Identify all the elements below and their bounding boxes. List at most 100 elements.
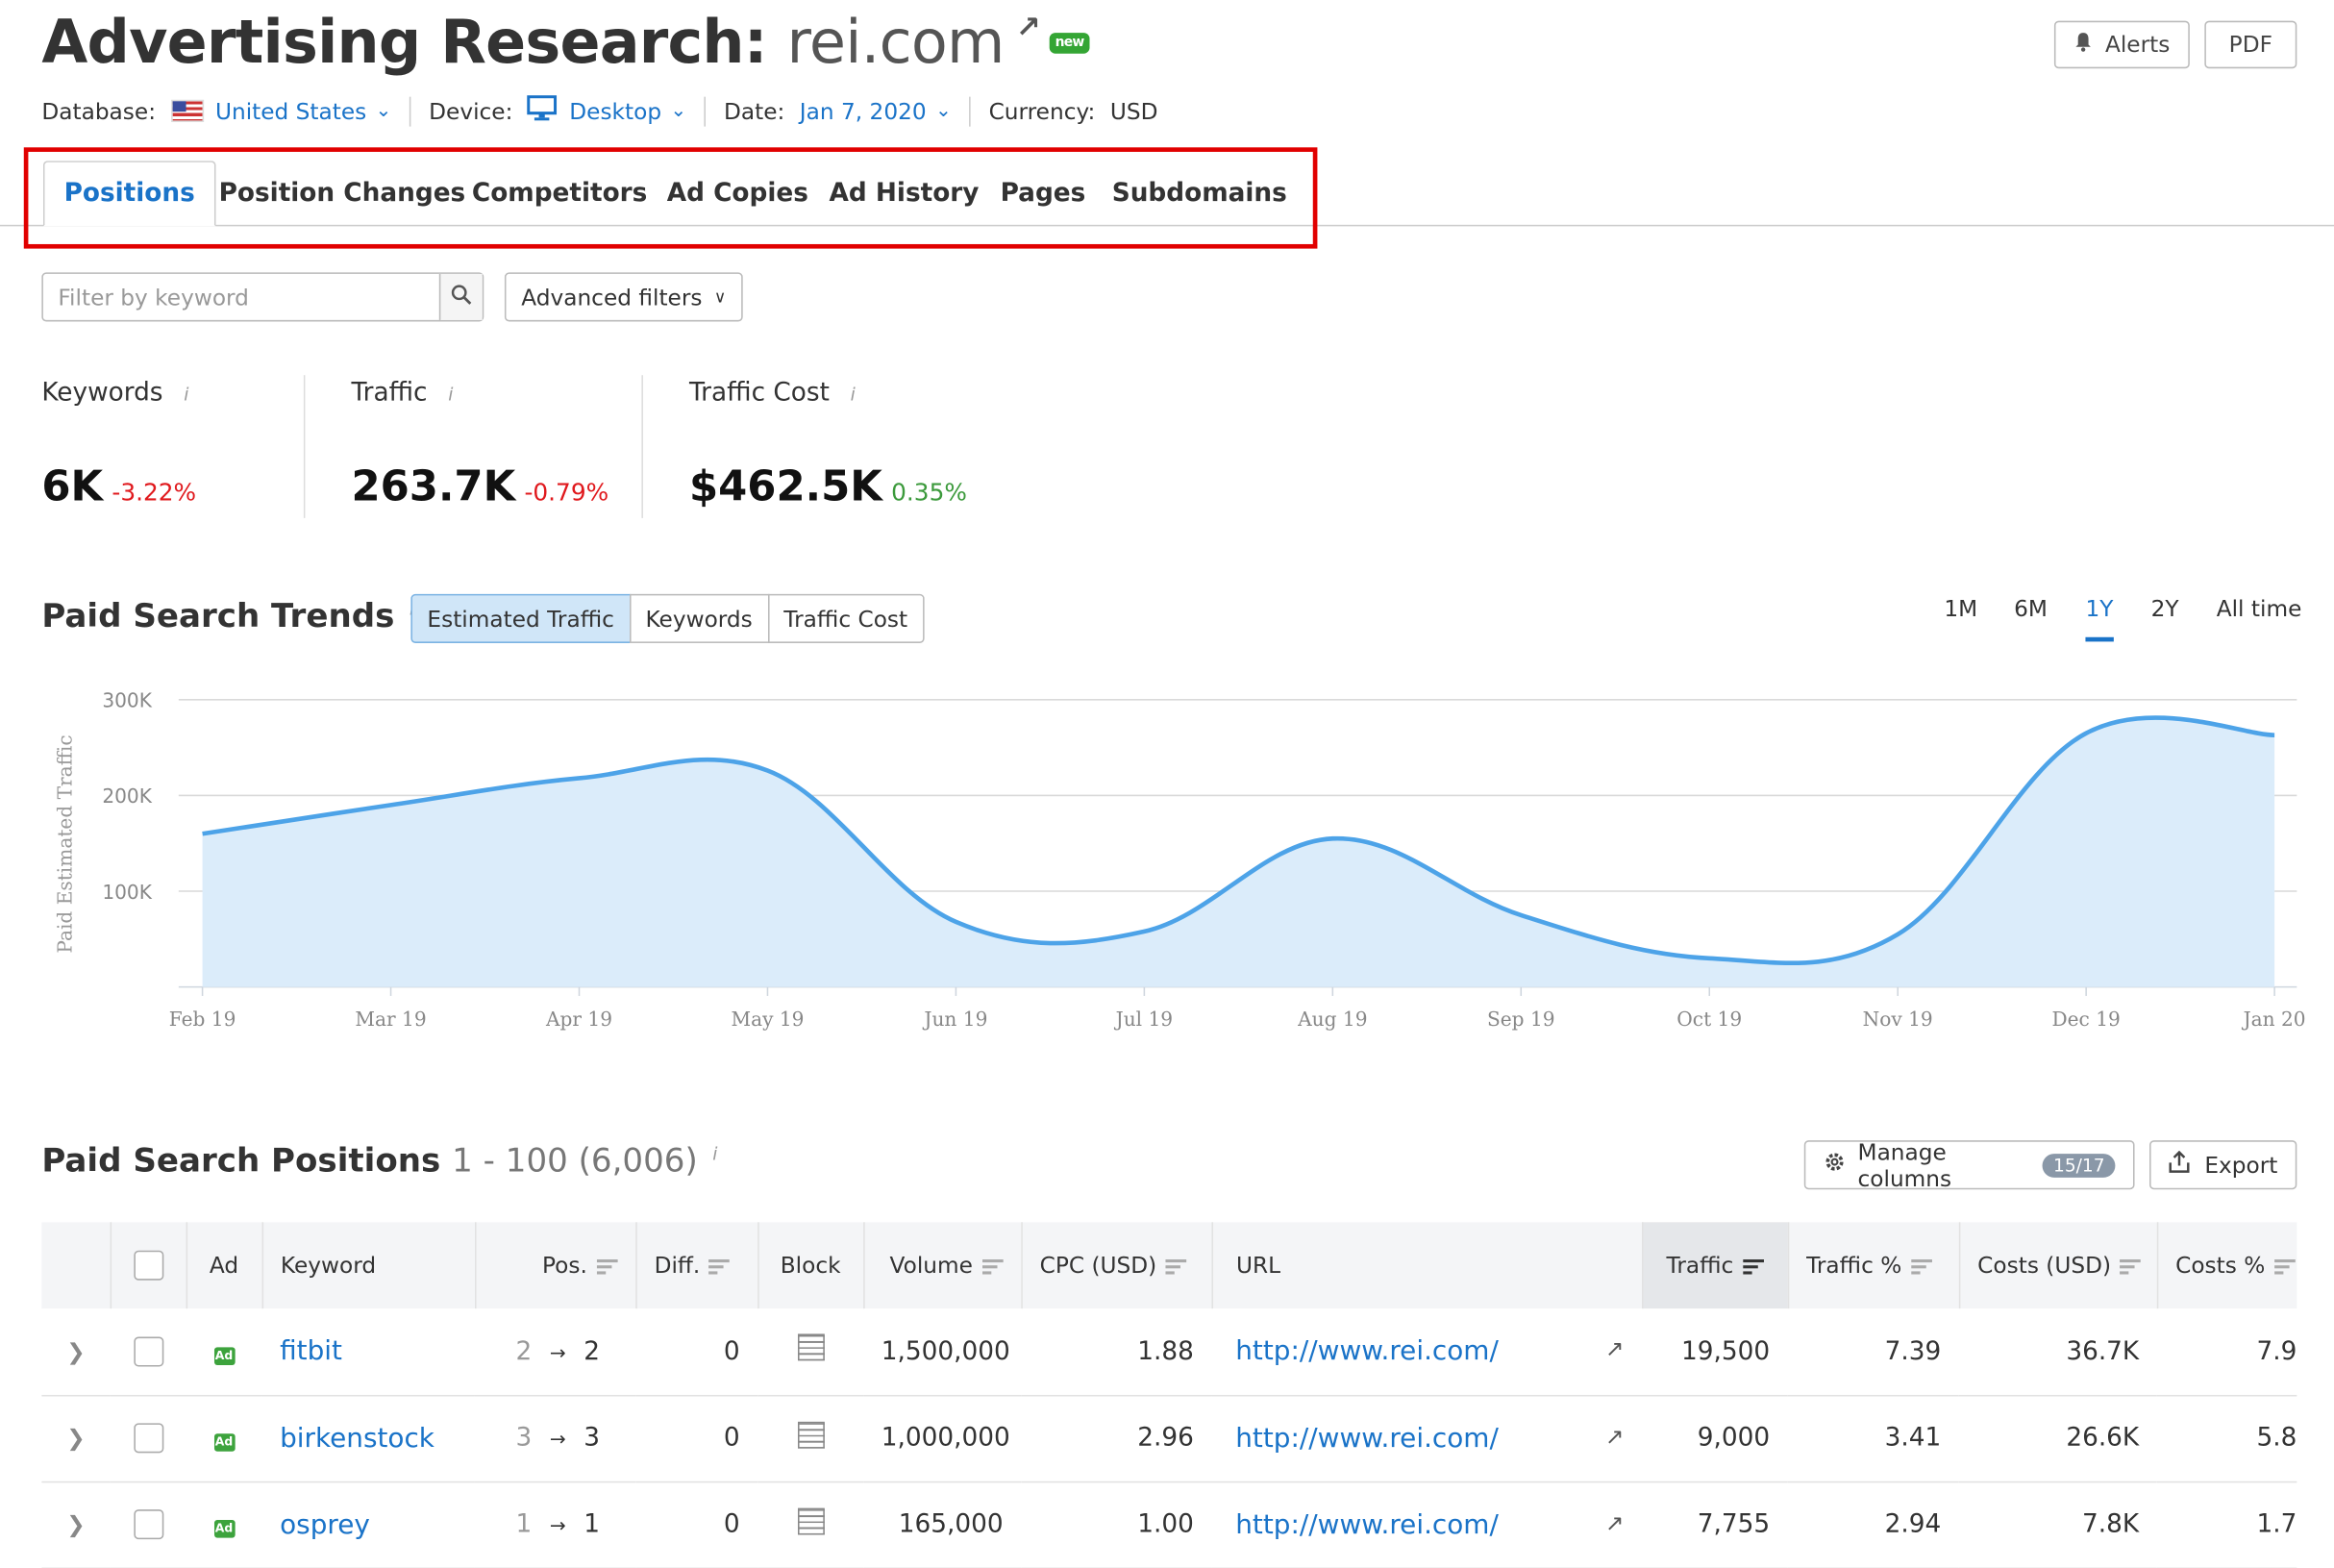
- external-link-icon[interactable]: ↗: [1605, 1423, 1624, 1450]
- keyword-filter-input[interactable]: [43, 274, 439, 320]
- table-row: ❯ Ad birkenstock 3→3 0 1,000,000 2.96 ht…: [41, 1395, 2297, 1481]
- col-volume[interactable]: Volume: [863, 1222, 1021, 1308]
- kpi-keywords-label: Keywords i: [41, 378, 188, 408]
- col-cpc-label: CPC (USD): [1040, 1252, 1157, 1279]
- info-icon[interactable]: i: [851, 385, 856, 406]
- positions-title: Paid Search Positions 1 - 100 (6,006)i: [41, 1143, 717, 1181]
- trends-title: Paid Search Trendsi: [41, 598, 414, 635]
- row-checkbox[interactable]: [134, 1423, 163, 1453]
- volume-cell: 1,000,000: [863, 1395, 1021, 1481]
- info-icon[interactable]: i: [712, 1143, 717, 1164]
- chevron-down-icon: ⌄: [670, 100, 686, 122]
- pdf-button[interactable]: PDF: [2204, 21, 2297, 69]
- expand-row-icon[interactable]: ❯: [41, 1395, 110, 1481]
- table-header-row: Ad Keyword Pos. Diff. Block Volume CPC (…: [41, 1222, 2297, 1308]
- period-6m[interactable]: 6M: [2014, 595, 2048, 622]
- meta-bar: Database: United States ⌄ Device: Deskto…: [41, 95, 1157, 127]
- table-row: ❯ Ad osprey 1→1 0 165,000 1.00 http://ww…: [41, 1481, 2297, 1568]
- select-all-checkbox[interactable]: [134, 1251, 163, 1281]
- block-icon: [797, 1421, 824, 1448]
- segment-keywords[interactable]: Keywords: [629, 594, 768, 643]
- search-button[interactable]: [439, 274, 483, 320]
- sort-desc-icon: [1743, 1256, 1764, 1277]
- manage-columns-button[interactable]: Manage columns 15/17: [1804, 1140, 2135, 1189]
- info-icon[interactable]: i: [184, 385, 188, 406]
- costs-cell: 7.8K: [1959, 1481, 2157, 1568]
- export-button[interactable]: Export: [2149, 1140, 2297, 1189]
- advanced-filters-button[interactable]: Advanced filters ∨: [505, 272, 743, 321]
- database-selector[interactable]: United States ⌄: [215, 97, 391, 124]
- col-pos[interactable]: Pos.: [475, 1222, 635, 1308]
- traffic-pct-cell: 7.39: [1788, 1308, 1959, 1395]
- col-traffic-pct-label: Traffic %: [1806, 1252, 1901, 1279]
- kpi-label-text: Keywords: [41, 378, 162, 408]
- col-url: URL: [1211, 1222, 1642, 1308]
- series-area: [203, 718, 2275, 987]
- url-link[interactable]: http://www.rei.com/: [1235, 1508, 1499, 1540]
- kpi-delta: 0.35%: [891, 478, 967, 506]
- divider: [705, 96, 707, 126]
- current-position: 1: [584, 1509, 600, 1539]
- divider: [969, 96, 971, 126]
- col-volume-label: Volume: [890, 1252, 973, 1279]
- sort-icon: [1911, 1256, 1932, 1277]
- date-selector[interactable]: Jan 7, 2020 ⌄: [800, 97, 952, 124]
- keyword-link[interactable]: birkenstock: [280, 1423, 435, 1455]
- block-icon: [797, 1507, 824, 1534]
- period-2y[interactable]: 2Y: [2151, 595, 2179, 622]
- x-tick-label: Jul 19: [1114, 1008, 1173, 1031]
- search-icon: [451, 283, 472, 311]
- col-traffic-pct[interactable]: Traffic %: [1788, 1222, 1959, 1308]
- url-link[interactable]: http://www.rei.com/: [1235, 1423, 1499, 1455]
- gear-icon: [1824, 1151, 1846, 1179]
- external-link-icon[interactable]: ↗: [1605, 1508, 1624, 1535]
- segment-estimated-traffic[interactable]: Estimated Traffic: [410, 594, 631, 643]
- col-cpc[interactable]: CPC (USD): [1021, 1222, 1211, 1308]
- period-1y[interactable]: 1Y: [2085, 595, 2113, 622]
- sort-icon: [709, 1256, 731, 1277]
- segment-traffic-cost[interactable]: Traffic Cost: [767, 594, 924, 643]
- col-keyword[interactable]: Keyword: [262, 1222, 475, 1308]
- info-icon[interactable]: i: [448, 385, 453, 406]
- row-checkbox[interactable]: [134, 1509, 163, 1539]
- keyword-link[interactable]: fitbit: [280, 1335, 342, 1367]
- arrow-right-icon: →: [550, 1430, 566, 1452]
- device-selector[interactable]: Desktop ⌄: [528, 95, 686, 127]
- period-all-time[interactable]: All time: [2217, 595, 2302, 622]
- table-row: ❯ Ad fitbit 2→2 0 1,500,000 1.88 http://…: [41, 1308, 2297, 1395]
- diff-cell: 0: [635, 1308, 757, 1395]
- external-link-icon[interactable]: ↗: [1016, 9, 1040, 44]
- keyword-link[interactable]: osprey: [280, 1508, 370, 1540]
- volume-cell: 165,000: [863, 1481, 1021, 1568]
- previous-position: 3: [515, 1423, 532, 1453]
- url-link[interactable]: http://www.rei.com/: [1235, 1335, 1499, 1367]
- x-tick-label: Mar 19: [355, 1008, 426, 1031]
- sort-icon: [1165, 1256, 1186, 1277]
- col-traffic[interactable]: Traffic: [1642, 1222, 1788, 1308]
- expand-row-icon[interactable]: ❯: [41, 1308, 110, 1395]
- traffic-cell: 19,500: [1642, 1308, 1788, 1395]
- position-cell: 3→3: [475, 1395, 635, 1481]
- kpi-label-text: Traffic Cost: [689, 378, 830, 408]
- row-checkbox[interactable]: [134, 1336, 163, 1366]
- new-badge: new: [1049, 33, 1089, 54]
- sort-icon: [981, 1256, 1003, 1277]
- col-costs-pct[interactable]: Costs %: [2157, 1222, 2297, 1308]
- cpc-cell: 1.88: [1021, 1308, 1211, 1395]
- costs-pct-cell: 1.7: [2157, 1481, 2297, 1568]
- kpi-keywords-value: 6K-3.22%: [41, 461, 196, 510]
- col-diff[interactable]: Diff.: [635, 1222, 757, 1308]
- col-costs[interactable]: Costs (USD): [1959, 1222, 2157, 1308]
- x-tick-label: Jan 20: [2242, 1008, 2306, 1031]
- external-link-icon[interactable]: ↗: [1605, 1335, 1624, 1362]
- previous-position: 1: [515, 1509, 532, 1539]
- period-1m[interactable]: 1M: [1944, 595, 1977, 622]
- kpi-divider: [641, 375, 643, 518]
- tab-positions[interactable]: Positions: [43, 161, 216, 226]
- previous-position: 2: [515, 1336, 532, 1366]
- expand-row-icon[interactable]: ❯: [41, 1481, 110, 1568]
- positions-table: Ad Keyword Pos. Diff. Block Volume CPC (…: [41, 1222, 2297, 1568]
- alerts-button[interactable]: Alerts: [2054, 21, 2190, 69]
